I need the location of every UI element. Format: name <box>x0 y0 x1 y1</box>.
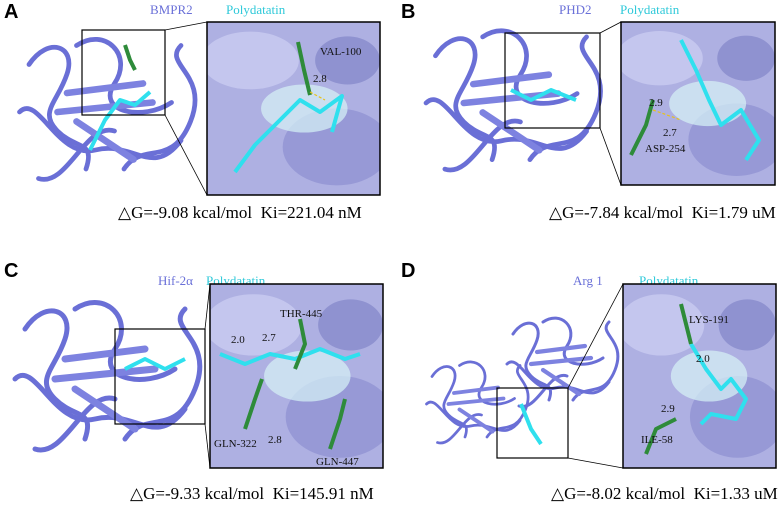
protein-ribbon <box>15 303 200 450</box>
residue-label: GLN-447 <box>316 456 359 468</box>
residue-stick <box>243 378 264 430</box>
panel-letter: D <box>401 260 415 282</box>
protein-ribbon <box>507 318 618 406</box>
zoom-box <box>114 328 206 425</box>
residue-stick <box>328 398 347 450</box>
distance-label: 2.0 <box>696 353 710 365</box>
panel-a: A BMPR2 Polydatatin VAL-100 2.8 △G=-9.08… <box>4 1 381 222</box>
residue-label: ASP-254 <box>645 143 686 155</box>
protein-ribbon <box>20 39 196 179</box>
residue-label: GLN-322 <box>214 438 257 450</box>
distance-label: 2.9 <box>649 97 663 109</box>
ligand-label: Polydatatin <box>620 2 680 17</box>
residue-stick <box>296 41 312 96</box>
inset-background <box>207 22 380 195</box>
protein-label: BMPR2 <box>150 2 193 17</box>
residue-label: THR-445 <box>280 308 323 320</box>
distance-label: 2.7 <box>663 127 677 139</box>
residue-label: VAL-100 <box>320 46 362 58</box>
inset-frame <box>209 283 384 469</box>
residue-stick <box>293 318 307 370</box>
ligand <box>689 342 748 426</box>
zoom-line <box>599 127 622 186</box>
residue-stick <box>679 303 693 345</box>
energy-label: △G=-9.08 kcal/mol Ki=221.04 nM <box>118 203 362 222</box>
zoom-box <box>496 387 569 459</box>
zoom-line <box>164 114 208 196</box>
panel-letter: A <box>4 1 18 23</box>
residue-label: ILE-58 <box>641 434 673 446</box>
energy-label: △G=-8.02 kcal/mol Ki=1.33 uM <box>551 484 778 503</box>
distance-label: 2.0 <box>231 334 245 346</box>
residue-stick <box>123 44 137 71</box>
residue-label: LYS-191 <box>689 314 729 326</box>
distance-label: 2.7 <box>262 332 276 344</box>
inset-background <box>621 22 775 185</box>
inset-frame <box>620 21 776 186</box>
inset-frame <box>622 283 777 469</box>
panel-d: D Arg 1 Polydatatin LYS-191 2.0 2.9 ILE-… <box>401 260 778 503</box>
ligand <box>519 403 543 446</box>
distance-label: 2.9 <box>661 403 675 415</box>
hbond <box>309 91 326 101</box>
zoom-box <box>81 29 166 116</box>
panel-c: C Hif-2α Polydatatin THR-445 2.0 2.7 GLN… <box>4 260 384 503</box>
zoom-line <box>599 21 622 34</box>
panel-letter: C <box>4 260 18 282</box>
ligand <box>233 94 344 174</box>
distance-label: 2.8 <box>268 434 282 446</box>
zoom-line <box>204 283 211 330</box>
protein-ribbon <box>427 362 529 443</box>
ligand <box>124 357 186 371</box>
zoom-line <box>567 457 624 469</box>
panel-b: B PHD2 Polydatatin 2.9 2.7 ASP-254 △G=-7… <box>401 1 776 222</box>
zoom-box <box>504 32 601 129</box>
distance-label: 2.8 <box>313 73 327 85</box>
zoom-line <box>164 21 208 31</box>
residue-stick <box>629 99 655 156</box>
panel-letter: B <box>401 1 415 23</box>
ligand <box>510 88 577 102</box>
energy-label: △G=-7.84 kcal/mol Ki=1.79 uM <box>549 203 776 222</box>
zoom-line <box>204 423 211 469</box>
protein-label: Arg 1 <box>573 273 603 288</box>
ligand <box>679 39 761 162</box>
zoom-line <box>567 283 624 389</box>
ligand-label: Polydatatin <box>226 2 286 17</box>
ligand <box>219 347 361 366</box>
protein-label: PHD2 <box>559 2 592 17</box>
residue-stick <box>644 417 677 455</box>
protein-label: Hif-2α <box>158 273 193 288</box>
ligand <box>88 90 152 151</box>
inset-frame <box>206 21 381 196</box>
energy-label: △G=-9.33 kcal/mol Ki=145.91 nM <box>130 484 374 503</box>
